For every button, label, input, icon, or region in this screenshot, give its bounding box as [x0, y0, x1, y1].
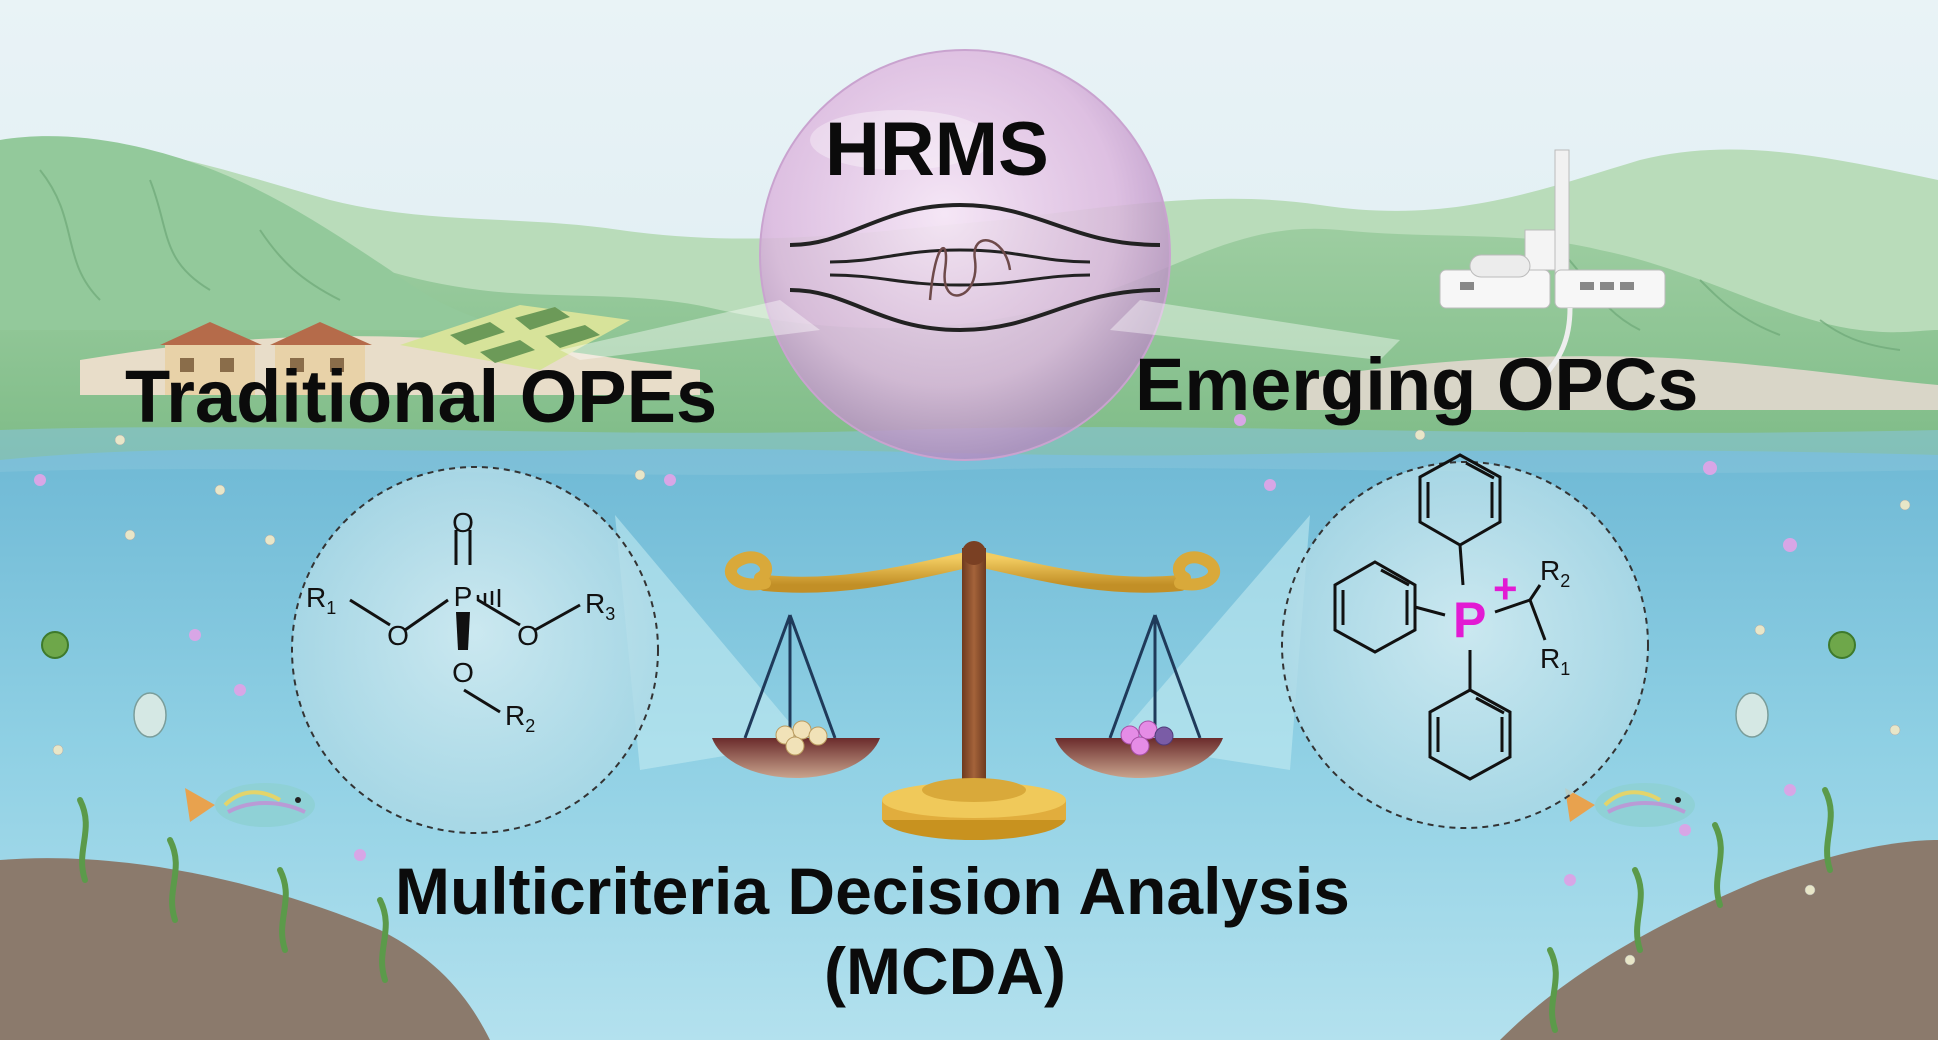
balance-scale [712, 541, 1223, 840]
fish-left [185, 783, 315, 827]
ope-r3: R3 [585, 588, 615, 624]
opc-structure [1333, 453, 1547, 781]
opc-lens [1281, 461, 1649, 829]
seaweed [77, 787, 1834, 1033]
ope-r1: R1 [306, 582, 336, 618]
hrms-title: HRMS [825, 107, 1049, 192]
mass-spec-icon [789, 202, 1161, 333]
ope-r2: R2 [505, 700, 535, 736]
ope-atom-o-right: O [517, 620, 539, 651]
farm-fields [400, 305, 630, 370]
ope-atom-p: P [454, 581, 473, 612]
opc-r2: R2 [1540, 555, 1570, 591]
hrms-bubble [759, 49, 1171, 461]
algae [41, 631, 1856, 659]
lens-beam-right [1120, 515, 1310, 770]
opc-r1: R1 [1540, 643, 1570, 679]
factory [1439, 149, 1666, 382]
fish-right [1565, 783, 1695, 827]
bubble-beam-right [1110, 300, 1400, 360]
riverbed-left [0, 858, 490, 1040]
opc-charge: + [1493, 565, 1518, 612]
right-shore [1300, 356, 1938, 410]
ope-lens [291, 466, 659, 834]
lens-beam-left [615, 515, 800, 770]
riverbed-right [1500, 840, 1938, 1040]
ope-atom-o-bottom: O [452, 657, 474, 688]
opc-atom-p: P [1453, 592, 1486, 648]
floating-particles [34, 414, 1911, 966]
traditional-opes-label: Traditional OPEs [125, 355, 718, 438]
bubble-beam-left [560, 300, 820, 360]
ope-atom-o-left: O [387, 620, 409, 651]
ope-structure [349, 530, 581, 714]
ope-hash-bond [476, 589, 501, 607]
plankton [133, 692, 1769, 738]
emerging-opcs-label: Emerging OPCs [1135, 343, 1699, 426]
mcda-title-line1: Multicriteria Decision Analysis [395, 854, 1350, 928]
hill-left [0, 136, 520, 330]
ope-atom-o-top: O [452, 507, 474, 538]
houses [160, 322, 372, 395]
mcda-title-line2: (MCDA) [824, 934, 1066, 1008]
